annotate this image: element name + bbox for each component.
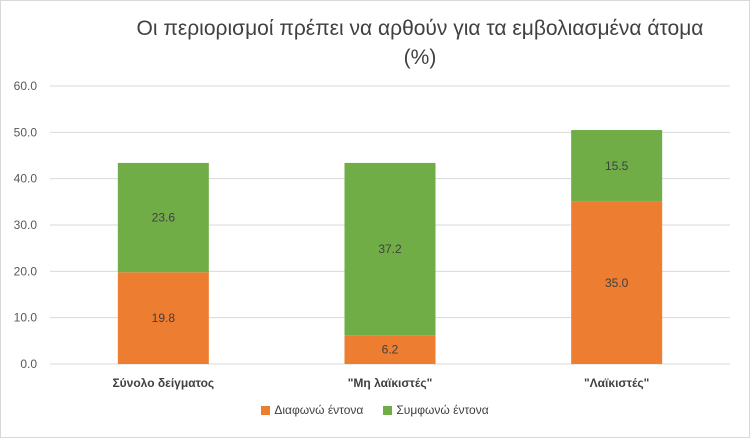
y-tick-label: 10.0 [14, 311, 38, 325]
data-label: 19.8 [152, 311, 176, 325]
y-tick-label: 20.0 [14, 264, 38, 278]
y-tick-label: 50.0 [14, 125, 38, 139]
data-label: 6.2 [382, 343, 399, 357]
bar-segment [344, 162, 436, 336]
legend-swatch [383, 405, 393, 415]
legend-item: Διαφωνώ έντονα [261, 403, 363, 417]
data-label: 37.2 [378, 242, 402, 256]
y-tick-label: 30.0 [14, 218, 38, 232]
legend-item: Συμφωνώ έντονα [383, 403, 489, 417]
y-tick-label: 60.0 [14, 79, 38, 93]
y-tick-label: 40.0 [14, 172, 38, 186]
x-tick-label: "Λαϊκιστές" [584, 376, 649, 390]
chart-title: Οι περιορισμοί πρέπει να αρθούν για τα ε… [136, 17, 704, 69]
bar-segment [344, 335, 436, 364]
legend-label: Διαφωνώ έντονα [274, 403, 364, 417]
bar-segment [571, 130, 663, 202]
bar-segment [117, 272, 209, 364]
data-label: 35.0 [605, 276, 629, 290]
y-tick-label: 0.0 [20, 357, 37, 371]
bar-segment [571, 201, 663, 364]
legend-swatch [261, 405, 271, 415]
x-tick-label: Σύνολο δείγματος [112, 376, 214, 390]
data-label: 23.6 [152, 211, 176, 225]
legend: Διαφωνώ έντονα Συμφωνώ έντονα [0, 403, 750, 418]
bar-segment [117, 162, 209, 273]
legend-label: Συμφωνώ έντονα [396, 403, 489, 417]
x-tick-label: "Μη λαϊκιστές" [348, 376, 433, 390]
data-label: 15.5 [605, 159, 629, 173]
